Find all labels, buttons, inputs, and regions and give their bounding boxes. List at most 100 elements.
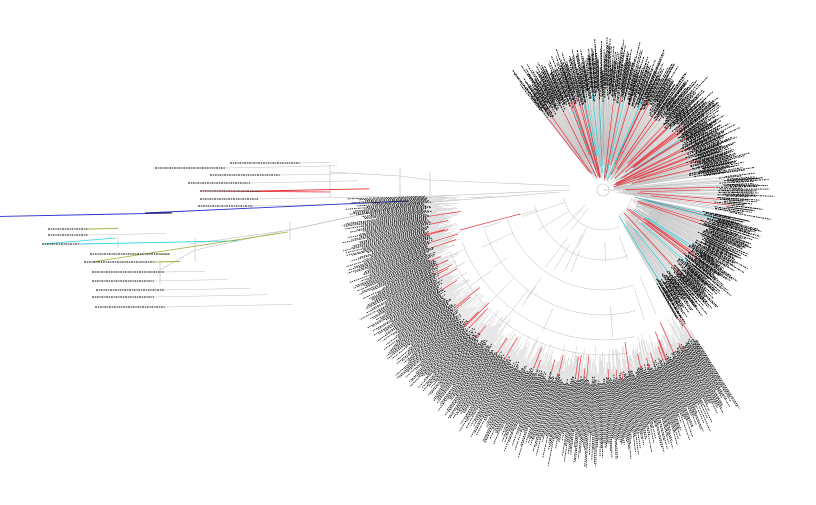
leaf-branch <box>450 289 464 300</box>
tip-label-mark <box>718 220 758 232</box>
leaf-branch-red <box>428 256 441 262</box>
leaf-branch <box>641 189 732 190</box>
outgroup-branch <box>299 162 331 164</box>
leaf-branch <box>628 357 632 371</box>
leaf-branch <box>546 102 583 159</box>
leaf-branch <box>438 261 466 276</box>
tip-label-mark <box>367 253 435 281</box>
leaf-branch-cyan <box>602 96 605 155</box>
tip-label-mark <box>346 195 426 200</box>
tip-label-mark <box>396 309 458 361</box>
tip-label-mark <box>653 369 672 432</box>
tip-label-mark <box>568 59 580 98</box>
leaf-branch-red <box>584 103 601 177</box>
leaf-branch <box>574 101 592 156</box>
tip-label-mark <box>649 64 673 105</box>
leaf-branch <box>611 124 678 183</box>
outgroup-branch <box>153 294 268 298</box>
leaf-branch <box>626 366 629 377</box>
leaf-branch-red <box>614 146 691 185</box>
leaf-branch <box>510 345 520 361</box>
leaf-branch <box>422 209 452 214</box>
tip-label-mark <box>653 365 678 445</box>
tip-label-mark <box>407 311 458 353</box>
leaf-branch <box>440 279 466 296</box>
leaf-branch <box>627 147 682 177</box>
leaf-branch <box>531 345 541 369</box>
tip-label-mark <box>428 334 475 387</box>
internal-arc <box>563 198 620 231</box>
tip-label-mark <box>686 262 716 289</box>
tip-label-mark <box>594 39 598 88</box>
leaf-branch <box>445 289 459 299</box>
leaf-branch <box>437 254 459 265</box>
tip-label-mark <box>703 247 735 267</box>
tip-label-mark <box>673 103 699 127</box>
tip-label-mark <box>379 282 443 320</box>
leaf-branch <box>598 356 600 381</box>
leaf-branch <box>628 218 671 267</box>
tip-label-mark <box>473 359 511 427</box>
leaf-branch <box>610 361 612 380</box>
tip-label-mark <box>470 356 510 426</box>
leaf-branch <box>437 261 452 269</box>
leaf-branch <box>654 350 661 368</box>
leaf-branch <box>582 363 585 380</box>
leaf-branch <box>620 138 679 178</box>
tip-label-mark <box>690 126 713 140</box>
tip-label-mark <box>703 222 739 235</box>
tip-label-mark <box>688 134 722 151</box>
leaf-branch <box>617 112 658 170</box>
leaf-branch <box>629 354 633 372</box>
tip-label-mark <box>654 74 669 100</box>
leaf-branch-red <box>610 99 632 166</box>
tip-label-mark <box>561 52 575 92</box>
tip-label-mark <box>377 277 440 313</box>
tip-label-mark <box>664 91 697 126</box>
tip-label-mark <box>464 356 500 414</box>
leaf-branch <box>517 357 524 371</box>
leaf-branch <box>644 200 717 220</box>
leaf-branch-red <box>626 126 670 168</box>
tip-label-mark <box>692 150 721 161</box>
leaf-branch <box>561 359 567 382</box>
leaf-branch <box>527 358 534 373</box>
leaf-branch-red <box>633 155 691 179</box>
internal-branch <box>493 256 509 268</box>
leaf-branch <box>682 333 689 343</box>
tip-label-mark <box>566 63 578 102</box>
tip-label-mark <box>353 243 430 268</box>
leaf-branch <box>680 338 685 347</box>
leaf-branch <box>551 105 588 165</box>
tip-label-mark <box>673 264 702 295</box>
tip-label-mark <box>705 228 749 246</box>
tip-label-mark <box>550 73 566 105</box>
tip-label-mark <box>366 235 431 254</box>
leaf-branch <box>623 116 669 168</box>
tip-label-mark <box>665 93 689 120</box>
tip-label-mark <box>690 336 722 388</box>
tip-label-mark <box>700 254 723 270</box>
tip-label-mark <box>486 361 520 428</box>
internal-branch <box>577 227 587 248</box>
leaf-branch-red <box>678 342 683 351</box>
tip-label-mark <box>632 61 650 107</box>
tip-label-mark <box>585 384 592 468</box>
leaf-branch <box>619 139 686 181</box>
tip-label-mark <box>693 259 715 276</box>
leaf-branch <box>672 342 677 352</box>
tip-label-mark <box>668 270 695 304</box>
leaf-branch <box>643 340 652 369</box>
tip-label-mark <box>626 376 636 437</box>
leaf-branch <box>621 119 654 164</box>
tip-label-mark <box>716 186 758 188</box>
leaf-branch <box>631 350 637 373</box>
tip-label-mark <box>679 123 708 142</box>
leaf-branch <box>575 102 595 164</box>
tip-label-mark <box>690 148 734 164</box>
tip-label-mark <box>686 271 707 291</box>
leaf-branch <box>647 199 705 213</box>
leaf-branch <box>544 350 552 372</box>
leaf-branch <box>626 190 718 191</box>
tip-label-mark <box>576 54 585 92</box>
